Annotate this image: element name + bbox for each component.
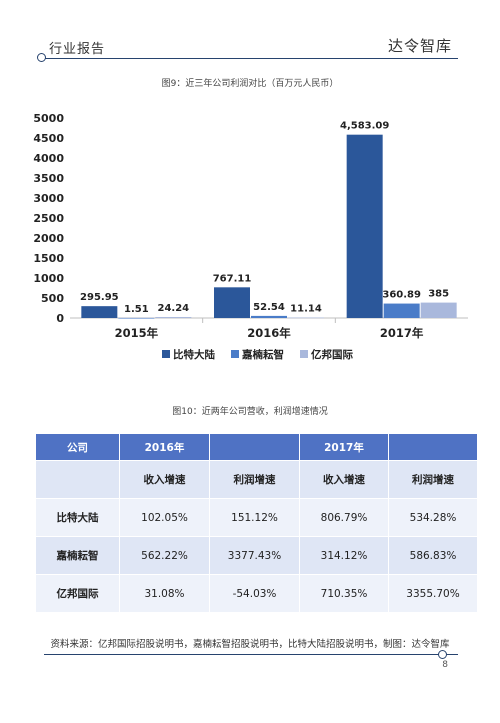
y-tick-label: 2000 <box>33 232 64 245</box>
table-header-cell <box>388 433 478 461</box>
table-header-cell <box>209 433 300 461</box>
bar <box>81 306 118 318</box>
data-label: 295.95 <box>80 292 119 303</box>
bar <box>251 315 287 318</box>
legend-label: 嘉楠耘智 <box>241 348 284 361</box>
table-cell: 562.22% <box>119 536 210 575</box>
company-name-cell: 亿邦国际 <box>35 574 120 613</box>
table-header-row-metrics: 收入增速 利润增速 收入增速 利润增速 <box>35 460 478 499</box>
footer-rule <box>44 654 458 655</box>
table-row: 比特大陆 102.05% 151.12% 806.79% 534.28% <box>35 498 478 537</box>
legend-swatch <box>231 350 239 358</box>
table-cell: 806.79% <box>299 498 389 537</box>
growth-table: 公司 2016年 2017年 收入增速 利润增速 收入增速 利润增速 比特大陆 … <box>35 433 478 613</box>
y-tick-label: 1000 <box>33 272 64 285</box>
table-header-cell: 利润增速 <box>388 460 478 499</box>
data-label: 52.54 <box>253 302 285 313</box>
table-header-row-years: 公司 2016年 2017年 <box>35 433 478 461</box>
x-tick-label: 2015年 <box>115 326 159 340</box>
data-label: 767.11 <box>213 273 252 284</box>
table-cell: 534.28% <box>388 498 478 537</box>
table-header-cell: 利润增速 <box>209 460 300 499</box>
data-label: 24.24 <box>158 303 190 314</box>
bar <box>420 302 457 318</box>
bar <box>346 134 383 318</box>
table-cell: -54.03% <box>209 574 300 613</box>
data-label: 385 <box>428 289 449 300</box>
table-cell: 586.83% <box>388 536 478 575</box>
data-label: 360.89 <box>382 290 421 301</box>
table-header-cell: 2016年 <box>119 433 210 461</box>
y-tick-label: 3000 <box>33 192 64 205</box>
company-name-cell: 比特大陆 <box>35 498 120 537</box>
legend-label: 比特大陆 <box>173 348 215 361</box>
y-tick-label: 4000 <box>33 152 64 165</box>
company-name-cell: 嘉楠耘智 <box>35 536 120 575</box>
source-note: 资料来源：亿邦国际招股说明书，嘉楠耘智招股说明书，比特大陆招股说明书，制图：达令… <box>50 639 450 650</box>
profit-bar-chart: 0 500 1000 1500 2000 2500 3000 3500 4000 4500 5000… <box>33 112 468 361</box>
table-cell: 102.05% <box>119 498 210 537</box>
table-cell: 314.12% <box>299 536 389 575</box>
bar <box>288 317 324 319</box>
table-cell: 3355.70% <box>388 574 478 613</box>
figure10-caption: 图10：近两年公司营收，利润增速情况 <box>172 407 328 417</box>
legend-swatch <box>300 350 308 358</box>
data-label: 1.51 <box>124 304 149 315</box>
data-label: 4,583.09 <box>340 121 389 132</box>
table-row: 嘉楠耘智 562.22% 3377.43% 314.12% 586.83% <box>35 536 478 575</box>
header-brand: 达令智库 <box>387 37 452 55</box>
table-header-cell: 收入增速 <box>119 460 210 499</box>
table-cell: 31.08% <box>119 574 210 613</box>
footer-rule-dot <box>438 650 447 659</box>
header-rule <box>44 58 458 59</box>
y-tick-label: 0 <box>56 312 64 325</box>
y-tick-label: 5000 <box>33 112 64 125</box>
table-cell: 3377.43% <box>209 536 300 575</box>
table-cell: 710.35% <box>299 574 389 613</box>
table-header-cell: 收入增速 <box>299 460 389 499</box>
x-tick-label: 2016年 <box>247 326 291 340</box>
bar <box>383 303 420 318</box>
bar <box>118 317 155 319</box>
table-header-cell <box>35 460 120 499</box>
table-header-cell: 公司 <box>35 433 120 461</box>
bar <box>155 317 192 318</box>
table-header-cell: 2017年 <box>299 433 389 461</box>
legend-label: 亿邦国际 <box>311 348 353 361</box>
legend-swatch <box>162 350 170 358</box>
page-number: 8 <box>442 660 448 670</box>
data-label: 11.14 <box>290 304 322 315</box>
bar <box>214 287 250 318</box>
y-tick-label: 4500 <box>33 132 64 145</box>
table-row: 亿邦国际 31.08% -54.03% 710.35% 3355.70% <box>35 574 478 613</box>
header-rule-dot <box>37 53 46 62</box>
table-cell: 151.12% <box>209 498 300 537</box>
figure9-caption: 图9：近三年公司利润对比（百万元人民币） <box>161 79 339 89</box>
y-tick-label: 500 <box>41 292 64 305</box>
y-tick-label: 3500 <box>33 172 64 185</box>
header-section-label: 行业报告 <box>49 42 106 57</box>
y-tick-label: 1500 <box>33 252 64 265</box>
y-tick-label: 2500 <box>33 212 64 225</box>
x-tick-label: 2017年 <box>380 326 424 340</box>
